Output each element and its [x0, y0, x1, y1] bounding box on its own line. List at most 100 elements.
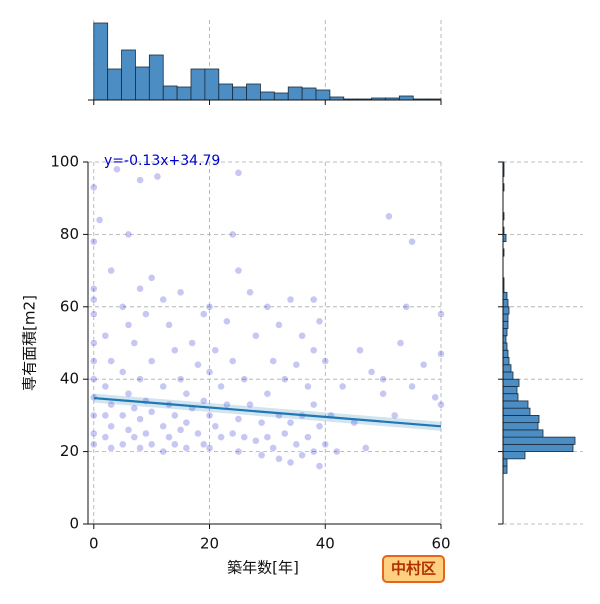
point: [234, 415, 243, 423]
point: [240, 433, 249, 442]
histogram-bar: [246, 83, 261, 101]
point: [199, 310, 208, 318]
point: [89, 357, 98, 365]
histogram-bar: [502, 313, 509, 322]
point: [194, 429, 202, 438]
histogram-bar: [502, 407, 531, 416]
point: [124, 389, 133, 398]
point: [275, 454, 283, 463]
point: [361, 444, 370, 452]
point: [269, 444, 278, 452]
point: [390, 411, 399, 420]
point: [199, 397, 208, 405]
point: [165, 433, 173, 442]
point: [356, 346, 364, 355]
point: [309, 346, 318, 355]
point: [170, 440, 179, 449]
regression-line: [93, 396, 442, 428]
point: [234, 266, 243, 275]
point: [101, 411, 110, 420]
histogram-bar: [502, 393, 519, 402]
point: [159, 422, 168, 431]
histogram-bar: [135, 66, 150, 101]
point: [321, 440, 330, 449]
point: [315, 422, 324, 431]
point: [309, 295, 318, 304]
badge-label: 中村区: [391, 560, 436, 578]
point: [338, 382, 347, 391]
point: [269, 357, 278, 365]
point: [315, 317, 324, 326]
point: [170, 411, 179, 420]
histogram-bar: [398, 95, 414, 101]
point: [182, 418, 191, 427]
point: [298, 451, 307, 460]
point: [124, 230, 133, 239]
badge-box: [382, 555, 445, 583]
histogram-bar: [287, 86, 303, 101]
point: [107, 444, 116, 452]
point: [286, 458, 295, 467]
y-tick-label: 100: [50, 153, 79, 171]
point: [89, 284, 98, 293]
y-tick-label: 20: [60, 442, 79, 460]
histogram-bar: [218, 83, 234, 101]
point: [304, 382, 312, 391]
point: [107, 266, 116, 275]
point: [89, 237, 98, 246]
histogram-bar: [502, 364, 512, 373]
point: [89, 310, 98, 318]
histogram-bar: [93, 22, 109, 101]
point: [124, 320, 133, 329]
histogram-bar: [273, 92, 289, 101]
histogram-bar: [232, 86, 247, 101]
histogram-bar: [162, 85, 178, 101]
point: [280, 375, 289, 384]
histogram-bar: [204, 68, 220, 101]
histogram-bar: [190, 68, 206, 101]
point: [107, 422, 116, 431]
histogram-bar: [502, 349, 509, 358]
point: [130, 339, 139, 347]
point: [228, 230, 237, 239]
point: [263, 389, 272, 398]
point: [136, 176, 144, 184]
point: [136, 284, 144, 293]
point: [101, 433, 110, 442]
point: [246, 400, 254, 409]
point: [182, 389, 191, 398]
point: [234, 168, 243, 177]
y-axis-label: 専有面積[m2]: [21, 295, 39, 391]
histogram-bar: [502, 371, 514, 380]
point: [101, 382, 110, 391]
point: [402, 302, 411, 311]
point: [280, 429, 289, 438]
point: [367, 368, 376, 376]
point: [286, 418, 295, 427]
point: [118, 411, 127, 420]
point: [205, 411, 214, 420]
point: [222, 317, 231, 326]
point: [147, 407, 156, 416]
point: [101, 331, 110, 340]
point: [136, 375, 144, 384]
point: [205, 368, 214, 376]
x-axis-label: 築年数[年]: [227, 559, 299, 577]
histogram-bar: [502, 386, 518, 395]
point: [431, 393, 440, 402]
y-tick-label: 40: [60, 370, 79, 388]
y-tick-label: 0: [69, 515, 79, 533]
histogram-bar: [502, 451, 526, 460]
point: [437, 400, 445, 409]
histogram-bar: [502, 436, 576, 445]
point: [437, 349, 445, 358]
point: [309, 447, 318, 456]
point: [251, 331, 260, 340]
point: [188, 339, 197, 347]
point: [124, 425, 133, 434]
point: [385, 212, 393, 221]
point: [89, 429, 98, 438]
point: [159, 447, 168, 456]
point: [298, 331, 307, 340]
point: [408, 382, 416, 391]
